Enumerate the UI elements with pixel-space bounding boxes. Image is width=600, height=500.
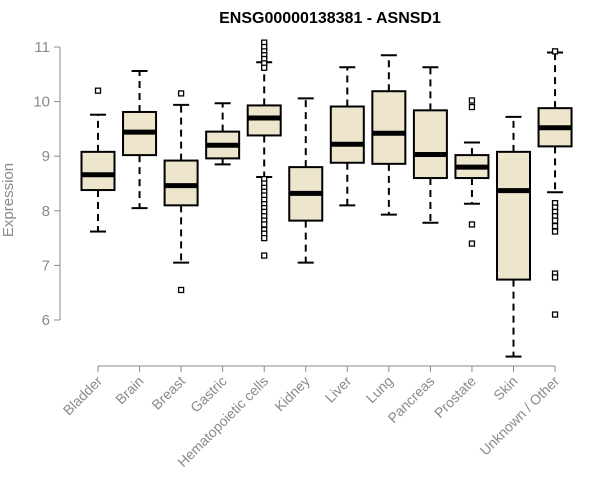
outlier-point — [261, 64, 268, 71]
box-iqr — [329, 105, 365, 164]
y-axis: 6 7 8 9 10 11 — [33, 39, 61, 329]
x-tick-label: Prostate — [431, 373, 479, 421]
box-group — [496, 115, 531, 358]
box-group — [454, 97, 490, 247]
outlier-point — [551, 311, 559, 318]
box-group — [205, 102, 241, 166]
outlier-point — [551, 48, 559, 55]
box-group — [371, 54, 407, 216]
box-group — [537, 48, 573, 318]
box-group — [80, 87, 116, 233]
outlier-point — [468, 103, 476, 111]
outlier-point — [551, 274, 559, 281]
box-group — [246, 39, 282, 259]
outlier-point — [261, 221, 268, 228]
outlier-point — [261, 234, 268, 242]
outlier-point — [468, 97, 476, 104]
y-tick-label: 8 — [42, 203, 50, 220]
outlier-point — [468, 221, 476, 228]
x-tick-label: Unknown / Other — [477, 373, 563, 459]
outlier-point — [177, 90, 185, 97]
x-tick-label: Lung — [363, 373, 396, 406]
y-tick-label: 6 — [42, 312, 50, 329]
y-tick-label: 10 — [33, 94, 50, 111]
outlier-point — [551, 217, 559, 224]
box-group — [288, 97, 324, 264]
box-iqr — [371, 90, 407, 165]
x-tick-label: Skin — [490, 373, 521, 404]
box-series — [80, 39, 573, 358]
outlier-point — [468, 240, 476, 247]
x-tick-label: Brain — [112, 373, 146, 407]
outlier-point — [551, 228, 559, 235]
box-group — [163, 90, 199, 294]
box-group — [329, 66, 365, 207]
box-iqr — [163, 159, 199, 207]
outlier-point — [177, 286, 185, 294]
chart-title: ENSG00000138381 - ASNSD1 — [219, 10, 441, 27]
outlier-point — [94, 87, 102, 94]
y-tick-label: 11 — [34, 39, 50, 56]
box-iqr — [496, 150, 531, 281]
x-tick-label: Bladder — [60, 373, 106, 419]
x-tick-label: Liver — [322, 373, 355, 406]
outlier-point — [261, 252, 268, 259]
box-group — [412, 66, 448, 224]
outlier-point — [551, 222, 559, 230]
x-tick-label: Kidney — [271, 373, 313, 415]
y-tick-label: 9 — [42, 148, 50, 165]
box-iqr — [80, 150, 116, 192]
x-tick-label: Breast — [148, 373, 188, 413]
y-axis-label: Expression — [0, 163, 17, 237]
box-iqr — [412, 109, 448, 180]
box-group — [122, 70, 158, 210]
y-tick-label: 7 — [42, 257, 50, 274]
